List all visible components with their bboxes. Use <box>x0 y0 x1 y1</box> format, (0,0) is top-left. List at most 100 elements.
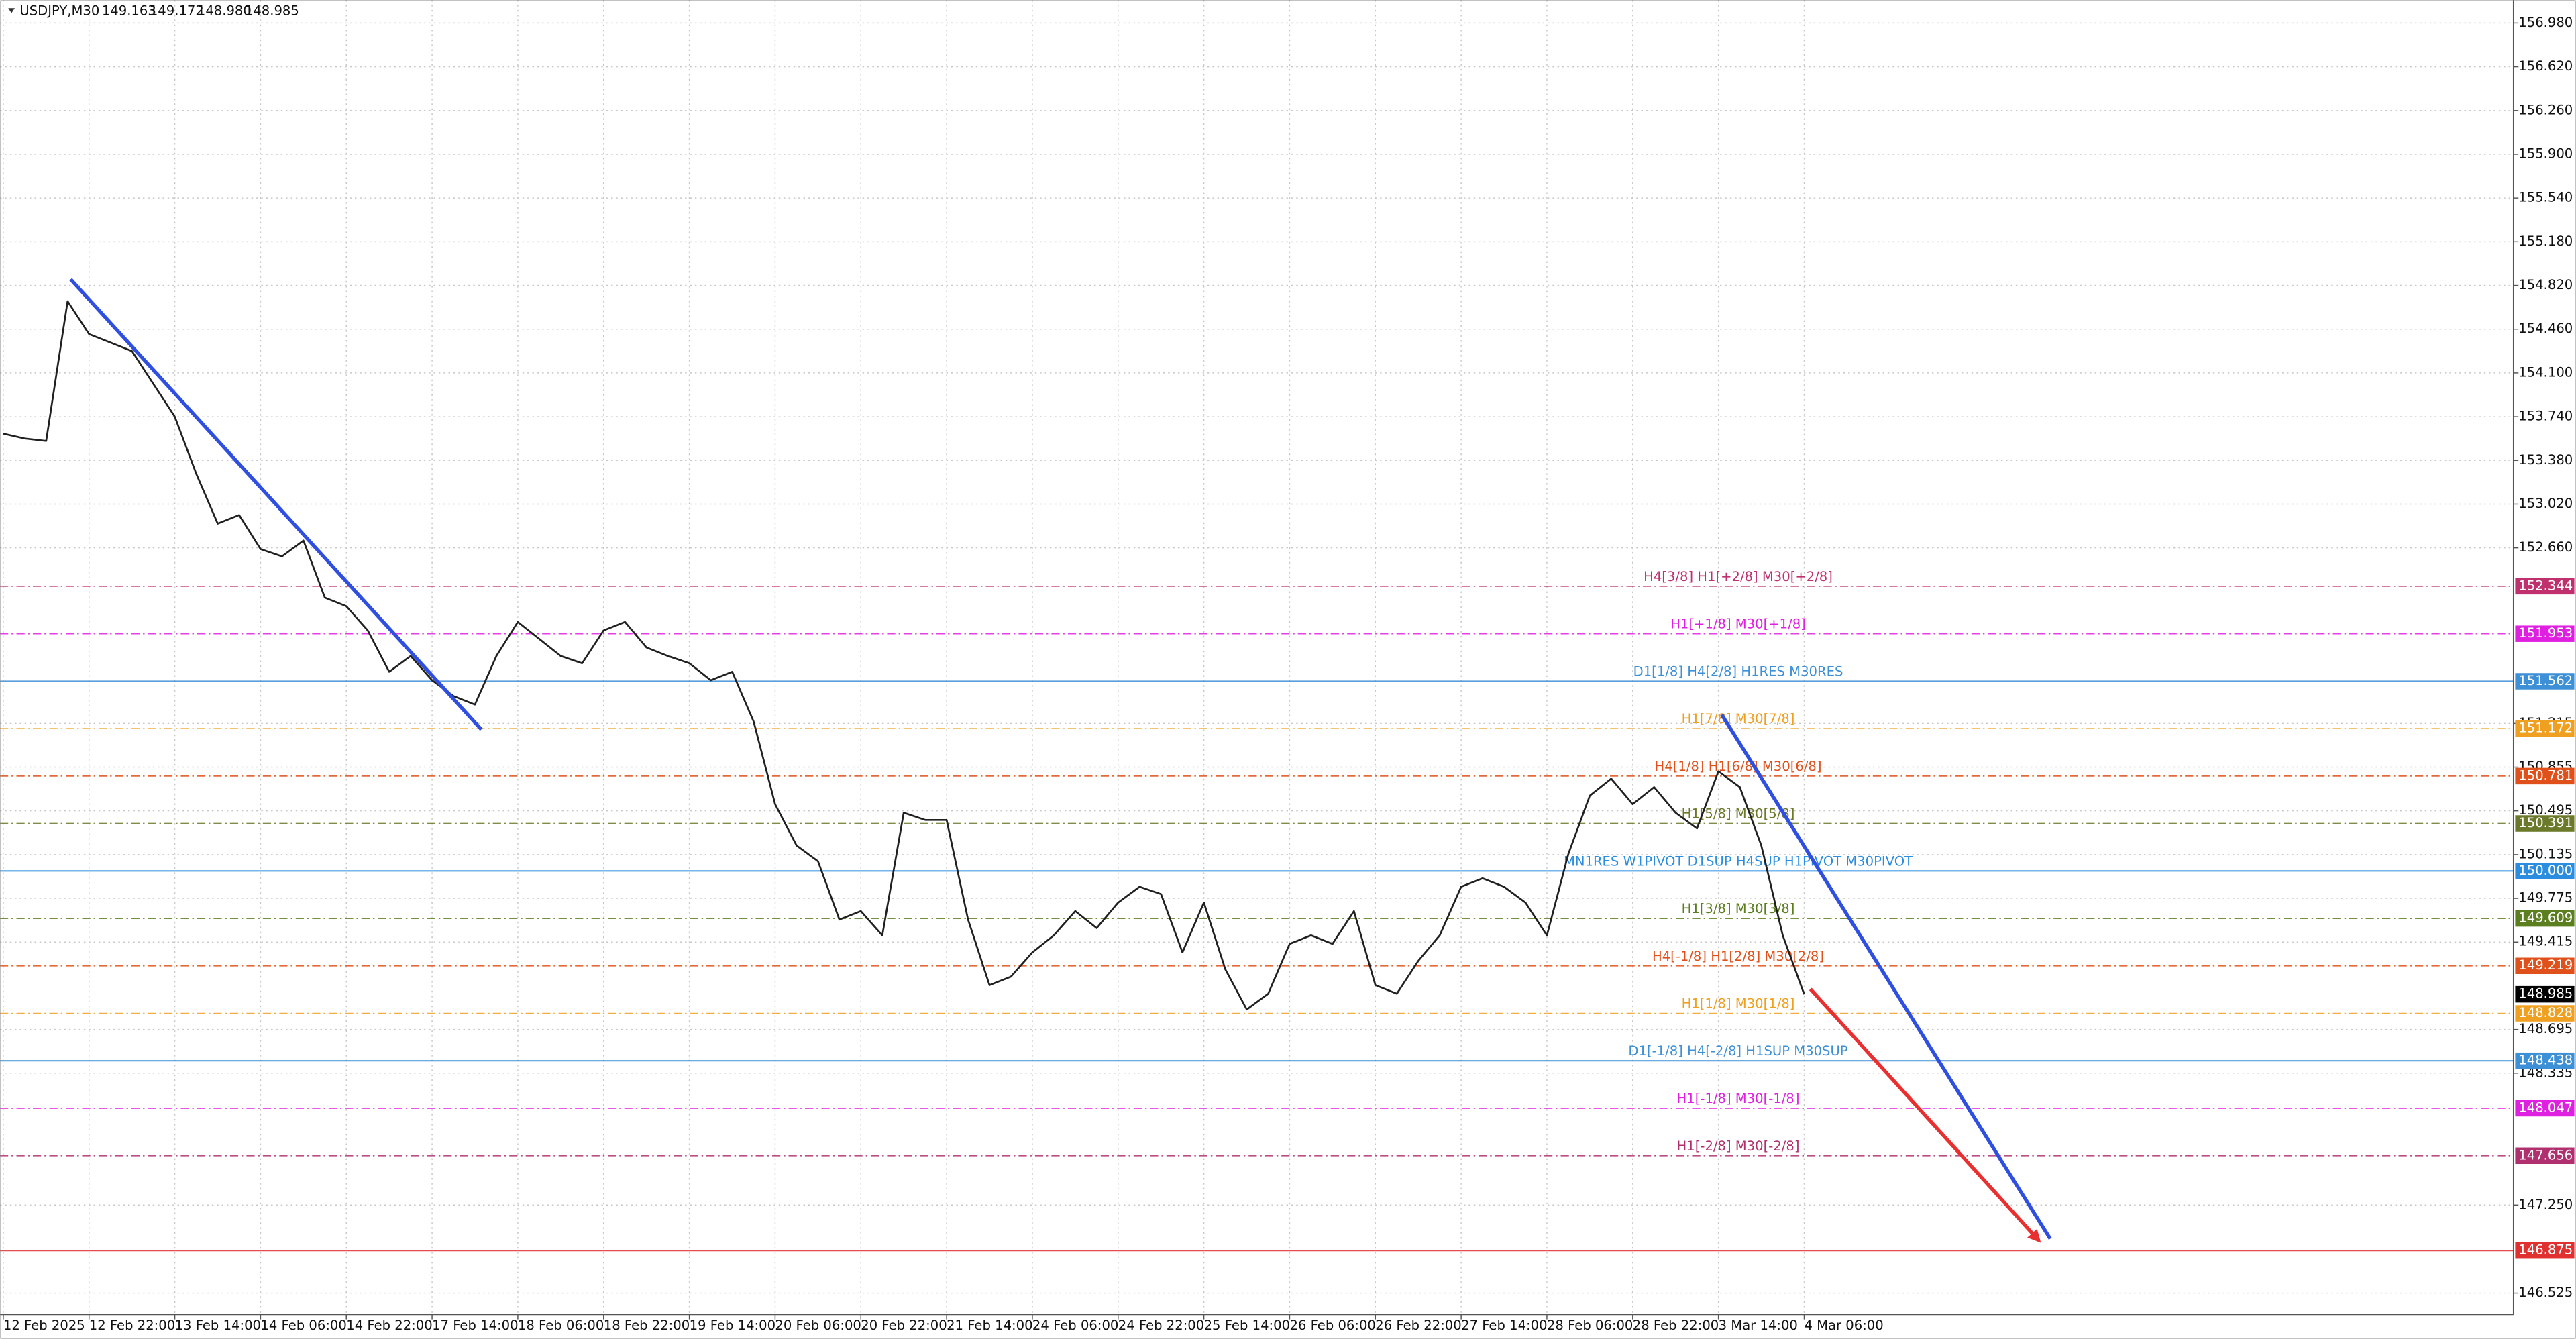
price-box-label: 150.000 <box>2518 863 2573 878</box>
level-label: D1[1/8] H4[2/8] H1RES M30RES <box>1633 664 1843 680</box>
level-label: D1[-1/8] H4[-2/8] H1SUP M30SUP <box>1628 1043 1847 1059</box>
x-tick-label: 21 Feb 14:00 <box>947 1318 1032 1333</box>
x-tick-label: 12 Feb 22:00 <box>89 1318 175 1333</box>
y-tick-label: 149.775 <box>2518 890 2573 906</box>
x-tick-label: 18 Feb 06:00 <box>518 1318 604 1333</box>
y-tick-label: 154.820 <box>2518 277 2573 292</box>
price-box <box>2515 910 2575 927</box>
y-tick-label: 146.525 <box>2518 1285 2573 1300</box>
price-box-label: 150.781 <box>2518 767 2573 783</box>
level-label: MN1RES W1PIVOT D1SUP H4SUP H1PIVOT M30PI… <box>1564 853 1913 869</box>
y-tick-label: 150.135 <box>2518 846 2573 861</box>
x-tick-label: 13 Feb 14:00 <box>175 1318 261 1333</box>
level-label: H1[-2/8] M30[-2/8] <box>1677 1138 1800 1154</box>
trend-line <box>69 278 483 731</box>
y-tick-label: 152.660 <box>2518 539 2573 555</box>
y-tick-label: 154.100 <box>2518 364 2573 380</box>
y-tick-label: 149.415 <box>2518 934 2573 949</box>
price-box-label: 151.953 <box>2518 625 2573 641</box>
y-tick-label: 153.020 <box>2518 496 2573 511</box>
x-tick-label: 27 Feb 14:00 <box>1461 1318 1547 1333</box>
x-tick-label: 12 Feb 2025 <box>3 1318 85 1333</box>
quote-value: 149.163 <box>102 3 156 19</box>
x-tick-label: 25 Feb 14:00 <box>1204 1318 1290 1333</box>
y-tick-label: 156.260 <box>2518 102 2573 117</box>
price-box-label: 147.656 <box>2518 1147 2573 1163</box>
x-tick-label: 14 Feb 22:00 <box>346 1318 432 1333</box>
price-box <box>2515 815 2575 832</box>
forecast-arrow <box>1809 987 2041 1243</box>
x-tick-label: 28 Feb 22:00 <box>1633 1318 1719 1333</box>
y-tick-label: 155.180 <box>2518 233 2573 249</box>
price-box <box>2515 1242 2575 1259</box>
price-box <box>2515 673 2575 690</box>
price-box <box>2515 1005 2575 1022</box>
level-label: H1[3/8] M30[3/8] <box>1682 901 1795 916</box>
grid <box>0 0 2514 1315</box>
price-box-label: 152.344 <box>2518 578 2573 593</box>
price-box <box>2515 767 2575 785</box>
level-label: H1[7/8] M30[7/8] <box>1682 711 1795 727</box>
x-tick-label: 28 Feb 06:00 <box>1547 1318 1633 1333</box>
y-tick-label: 154.460 <box>2518 321 2573 336</box>
x-tick-label: 24 Feb 06:00 <box>1032 1318 1118 1333</box>
menu-triangle <box>8 8 15 13</box>
price-box-label: 149.609 <box>2518 910 2573 926</box>
x-tick-label: 4 Mar 06:00 <box>1804 1318 1883 1333</box>
price-box-label: 148.438 <box>2518 1053 2573 1068</box>
price-box <box>2515 863 2575 879</box>
y-tick-label: 148.695 <box>2518 1021 2573 1036</box>
price-box <box>2515 720 2575 737</box>
x-tick-label: 24 Feb 22:00 <box>1118 1318 1204 1333</box>
y-tick-label: 150.495 <box>2518 802 2573 818</box>
y-tick-label: 153.740 <box>2518 409 2573 424</box>
price-box <box>2515 1147 2575 1165</box>
last-price-label: 148.985 <box>2518 986 2573 1002</box>
level-label: H1[5/8] M30[5/8] <box>1682 806 1795 822</box>
price-line <box>3 300 1805 1011</box>
level-label: H4[1/8] H1[6/8] M30[6/8] <box>1655 759 1822 774</box>
quote-value: 149.172 <box>150 3 204 19</box>
x-tick-label: 20 Feb 06:00 <box>775 1318 861 1333</box>
y-tick-label: 156.980 <box>2518 15 2573 30</box>
quote-value: 148.985 <box>245 3 299 19</box>
x-tick-label: 18 Feb 22:00 <box>604 1318 690 1333</box>
price-box-label: 149.219 <box>2518 957 2573 973</box>
price-box <box>2515 578 2575 595</box>
x-tick-label: 14 Feb 06:00 <box>260 1318 346 1333</box>
price <box>3 300 1805 1011</box>
x-tick-label: 19 Feb 14:00 <box>690 1318 775 1333</box>
price-box-label: 151.172 <box>2518 720 2573 736</box>
price-box <box>2515 1052 2575 1069</box>
x-tick-label: 26 Feb 22:00 <box>1375 1318 1461 1333</box>
price-box <box>2515 957 2575 974</box>
levels: H4[3/8] H1[+2/8] M30[+2/8] H1[+1/8] M30[+… <box>0 569 2514 1252</box>
level-label: H1[-1/8] M30[-1/8] <box>1677 1091 1800 1106</box>
y-tick-label: 147.250 <box>2518 1197 2573 1212</box>
y-tick-label: 156.620 <box>2518 58 2573 74</box>
price-box-label: 151.562 <box>2518 673 2573 688</box>
price-box-label: 150.391 <box>2518 815 2573 831</box>
x-tick-label: 20 Feb 22:00 <box>861 1318 947 1333</box>
price-box-label: 148.828 <box>2518 1005 2573 1020</box>
x-tick-label: 26 Feb 06:00 <box>1289 1318 1375 1333</box>
price-box <box>2515 625 2575 642</box>
level-label: H1[+1/8] M30[+1/8] <box>1670 617 1806 632</box>
y-tick-label: 153.380 <box>2518 452 2573 468</box>
axis-labels: 156.980 156.620 156.260 155.900 155.540 155.1… <box>3 15 2575 1333</box>
price-box <box>2515 1100 2575 1117</box>
x-tick-label: 3 Mar 14:00 <box>1719 1318 1798 1333</box>
last-price-box <box>2515 985 2575 1003</box>
y-tick-label: 155.900 <box>2518 146 2573 161</box>
price-box-label: 148.047 <box>2518 1100 2573 1115</box>
quote-value: 148.980 <box>197 3 252 19</box>
x-tick-label: 17 Feb 14:00 <box>432 1318 518 1333</box>
trend-line <box>1720 713 2052 1240</box>
level-label: H4[-1/8] H1[2/8] M30[2/8] <box>1652 949 1824 964</box>
level-label: H1[1/8] M30[1/8] <box>1682 996 1795 1012</box>
